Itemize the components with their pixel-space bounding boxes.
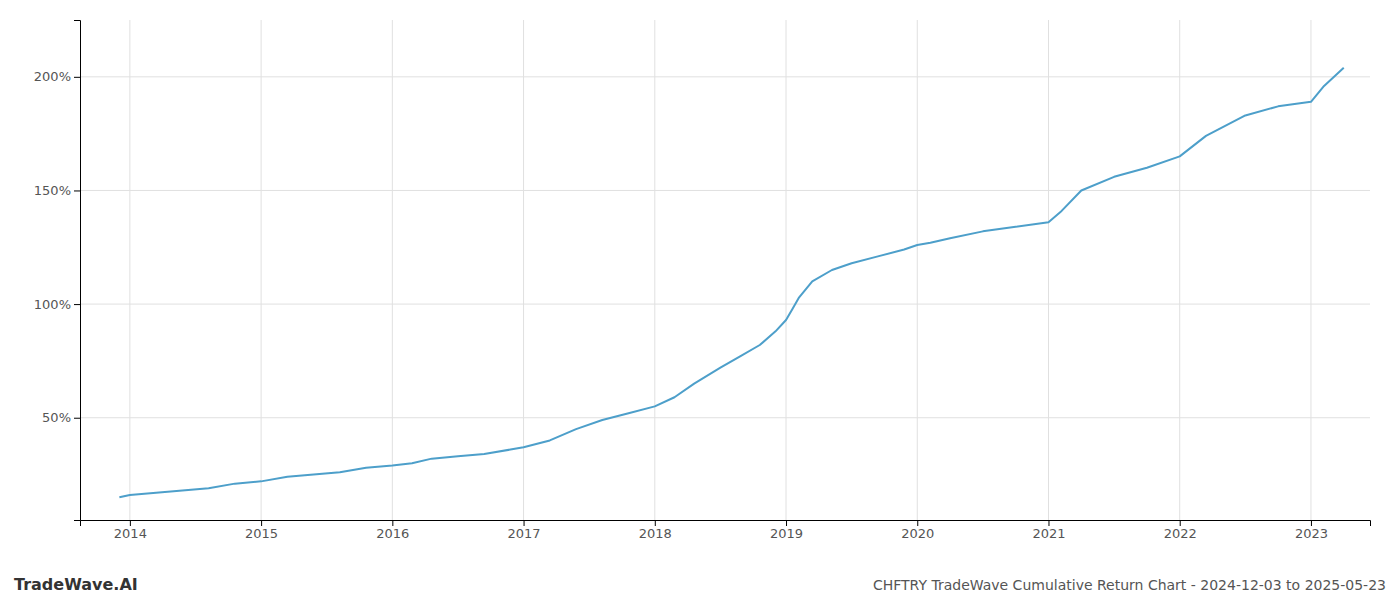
- tick-label: 200%: [34, 69, 71, 84]
- tick-label: 2015: [245, 526, 278, 541]
- tick-label: 150%: [34, 183, 71, 198]
- grid-line: [80, 304, 1370, 305]
- grid-line: [80, 76, 1370, 77]
- tick-label: 2014: [114, 526, 147, 541]
- tick-mark: [1311, 520, 1312, 526]
- title: CHFTRY TradeWave Cumulative Return Chart…: [873, 577, 1386, 593]
- line: [119, 68, 1343, 498]
- plot: 2014 2015 2016 2017 2018 2019 2020 2021 2022 2023…: [34, 20, 1371, 541]
- tick-label: 2020: [901, 526, 934, 541]
- tick-label: 2022: [1164, 526, 1197, 541]
- grid: [80, 20, 1370, 520]
- tick-mark: [261, 520, 262, 526]
- axis-line: [81, 521, 1371, 527]
- tick-mark: [74, 77, 80, 78]
- tick: 2015: [245, 520, 278, 541]
- grid-line: [786, 20, 787, 520]
- tick: 150%: [34, 183, 80, 198]
- tick: 2017: [508, 520, 541, 541]
- tick: 2022: [1164, 520, 1197, 541]
- tick: 2020: [901, 520, 934, 541]
- tick: 100%: [34, 297, 80, 312]
- tick-label: 50%: [42, 410, 71, 425]
- tick: 2023: [1295, 520, 1328, 541]
- marks: [119, 68, 1343, 498]
- tick: 2014: [114, 520, 147, 541]
- grid-line: [129, 20, 130, 520]
- tick-label: 2016: [376, 526, 409, 541]
- watermark: TradeWave.AI: [14, 575, 138, 594]
- tick-label: 2023: [1295, 526, 1328, 541]
- grid-line: [80, 190, 1370, 191]
- grid-line: [654, 20, 655, 520]
- grid-line: [523, 20, 524, 520]
- grid-line: [1179, 20, 1180, 520]
- tick: 2019: [770, 520, 803, 541]
- tick: 2018: [639, 520, 672, 541]
- tick-label: 100%: [34, 297, 71, 312]
- tick: 2016: [376, 520, 409, 541]
- tick-label: 2021: [1032, 526, 1065, 541]
- tick-mark: [74, 190, 80, 191]
- grid-line: [392, 20, 393, 520]
- axis-line: [74, 21, 81, 521]
- tick-label: 2017: [508, 526, 541, 541]
- tick-label: 2019: [770, 526, 803, 541]
- tick-mark: [74, 418, 80, 419]
- grid-line: [1048, 20, 1049, 520]
- tick-mark: [786, 520, 787, 526]
- tick-mark: [392, 520, 393, 526]
- tick-mark: [1180, 520, 1181, 526]
- x-axis: 2014 2015 2016 2017 2018 2019 2020 2021 2022 2023: [81, 520, 1371, 541]
- tick: 50%: [42, 410, 80, 425]
- tick-mark: [524, 520, 525, 526]
- y-axis: 50% 100% 150% 200%: [34, 21, 81, 521]
- grid-line: [1310, 20, 1311, 520]
- tick-mark: [1048, 520, 1049, 526]
- chart: 2014 2015 2016 2017 2018 2019 2020 2021 2022 2023…: [0, 0, 1400, 600]
- tick-label: 2018: [639, 526, 672, 541]
- tick: 2021: [1032, 520, 1065, 541]
- tick-mark: [917, 520, 918, 526]
- tick-mark: [655, 520, 656, 526]
- tick: 200%: [34, 69, 80, 84]
- grid-line: [261, 20, 262, 520]
- tick-mark: [74, 304, 80, 305]
- tick-mark: [130, 520, 131, 526]
- grid-line: [917, 20, 918, 520]
- grid-line: [80, 417, 1370, 418]
